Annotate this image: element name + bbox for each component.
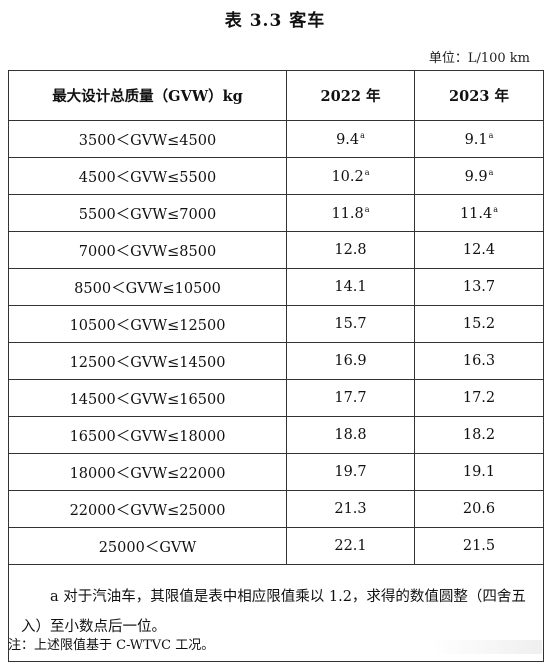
value-2023-cell: 11.4a — [414, 194, 544, 232]
table-row: 8500＜GVW≤10500 14.1 13.7 — [8, 268, 544, 306]
limit-value: 12.4 — [462, 242, 496, 258]
gvw-range-cell: 3500＜GVW≤4500 — [8, 120, 287, 158]
header-gvw: 最大设计总质量（GVW）kg — [8, 70, 287, 121]
gvw-range-cell: 7000＜GVW≤8500 — [8, 231, 287, 269]
limit-value: 15.2 — [462, 316, 496, 332]
value-2022-cell: 11.8a — [286, 194, 415, 232]
table-title: 表 3.3 客车 — [224, 11, 326, 31]
value-2023-cell: 9.1a — [414, 120, 544, 158]
table-row: 5500＜GVW≤7000 11.8a 11.4a — [8, 194, 544, 232]
limit-value: 19.7 — [334, 464, 367, 480]
gvw-range-cell: 10500＜GVW≤12500 — [8, 305, 287, 343]
limit-value: 17.7 — [334, 390, 367, 406]
value-2022-cell: 19.7 — [286, 453, 415, 491]
limit-value: 9.4 — [336, 131, 360, 148]
value-2022-cell: 18.8 — [286, 416, 415, 454]
limit-value: 20.6 — [462, 501, 496, 517]
value-2023-cell: 12.4 — [414, 231, 544, 269]
footnote-marker: a — [360, 130, 365, 140]
value-2023-cell: 19.1 — [414, 453, 544, 491]
footnote-marker: a — [493, 204, 499, 214]
table-body: 3500＜GVW≤4500 9.4a 9.1a 4500＜GVW≤5500 10.2a 9… — [8, 120, 544, 662]
value-2022-cell: 16.9 — [286, 342, 415, 380]
limits-table: 最大设计总质量（GVW）kg 2022 年 2023 年 3500＜GVW≤45… — [8, 70, 544, 662]
value-2022-cell: 21.3 — [286, 490, 415, 528]
table-row: 3500＜GVW≤4500 9.4a 9.1a — [8, 120, 544, 158]
value-2023-cell: 13.7 — [414, 268, 544, 306]
value-2023-cell: 17.2 — [414, 379, 544, 417]
limit-value: 11.8 — [331, 205, 364, 222]
footnote-marker: a — [364, 204, 370, 214]
value-2022-cell: 12.8 — [286, 231, 415, 269]
value-2023-cell: 9.9a — [414, 157, 544, 195]
footnote-marker: a — [488, 167, 494, 177]
limit-value: 21.3 — [334, 501, 367, 517]
value-2023-cell: 21.5 — [414, 527, 544, 565]
limit-value: 17.2 — [462, 390, 496, 406]
limit-value: 18.8 — [334, 427, 367, 443]
limit-value: 12.8 — [334, 242, 367, 258]
limit-value: 19.1 — [462, 464, 496, 480]
value-2023-cell: 20.6 — [414, 490, 544, 528]
value-2023-cell: 15.2 — [414, 305, 544, 343]
limit-value: 18.2 — [462, 427, 496, 443]
limit-value: 11.4 — [459, 205, 493, 222]
table-row: 14500＜GVW≤16500 17.7 17.2 — [8, 379, 544, 417]
unit-label: 单位：L/100 km — [428, 51, 530, 66]
gvw-range-cell: 4500＜GVW≤5500 — [8, 157, 287, 195]
gvw-range-cell: 5500＜GVW≤7000 — [8, 194, 287, 232]
value-2022-cell: 9.4a — [286, 120, 415, 158]
limit-value: 13.7 — [462, 279, 496, 295]
header-2022: 2022 年 — [286, 70, 415, 121]
table-row: 18000＜GVW≤22000 19.7 19.1 — [8, 453, 544, 491]
table-row: 7000＜GVW≤8500 12.8 12.4 — [8, 231, 544, 269]
value-2022-cell: 17.7 — [286, 379, 415, 417]
value-2022-cell: 15.7 — [286, 305, 415, 343]
table-row: 10500＜GVW≤12500 15.7 15.2 — [8, 305, 544, 343]
table-note: 注：上述限值基于 C-WTVC 工况。 — [8, 638, 215, 653]
table-row: 25000＜GVW 22.1 21.5 — [8, 527, 544, 565]
value-2023-cell: 16.3 — [414, 342, 544, 380]
value-2022-cell: 10.2a — [286, 157, 415, 195]
gvw-range-cell: 22000＜GVW≤25000 — [8, 490, 287, 528]
gvw-range-cell: 25000＜GVW — [8, 527, 287, 565]
limit-value: 10.2 — [331, 168, 364, 185]
table-row: 16500＜GVW≤18000 18.8 18.2 — [8, 416, 544, 454]
value-2022-cell: 22.1 — [286, 527, 415, 565]
footnote-marker: a — [364, 167, 370, 177]
table-row: 4500＜GVW≤5500 10.2a 9.9a — [8, 157, 544, 195]
header-row: 最大设计总质量（GVW）kg 2022 年 2023 年 — [8, 70, 544, 121]
limit-value: 9.1 — [464, 131, 488, 148]
table-row: 22000＜GVW≤25000 21.3 20.6 — [8, 490, 544, 528]
watermark — [432, 640, 542, 654]
table-row: 12500＜GVW≤14500 16.9 16.3 — [8, 342, 544, 380]
value-2022-cell: 14.1 — [286, 268, 415, 306]
gvw-range-cell: 18000＜GVW≤22000 — [8, 453, 287, 491]
limit-value: 14.1 — [334, 279, 367, 295]
limit-value: 15.7 — [334, 316, 367, 332]
header-2023: 2023 年 — [414, 70, 544, 121]
gvw-range-cell: 16500＜GVW≤18000 — [8, 416, 287, 454]
limit-value: 16.9 — [334, 353, 367, 369]
footnote-text: a 对于汽油车，其限值是表中相应限值乘以 1.2，求得的数值圆整（四舍五入）至小… — [21, 589, 526, 635]
limit-value: 9.9 — [464, 168, 488, 185]
value-2023-cell: 18.2 — [414, 416, 544, 454]
limit-value: 16.3 — [462, 353, 496, 369]
limit-value: 21.5 — [462, 538, 496, 554]
gvw-range-cell: 8500＜GVW≤10500 — [8, 268, 287, 306]
gvw-range-cell: 14500＜GVW≤16500 — [8, 379, 287, 417]
footnote-marker: a — [488, 130, 494, 140]
limit-value: 22.1 — [334, 538, 367, 554]
gvw-range-cell: 12500＜GVW≤14500 — [8, 342, 287, 380]
